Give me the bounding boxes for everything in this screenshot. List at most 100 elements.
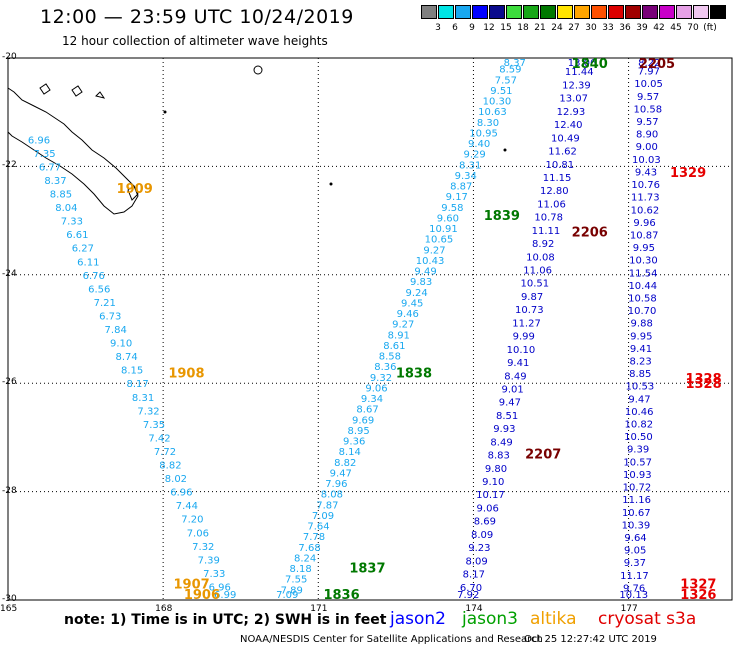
wave-height-value: 10.87	[630, 230, 659, 241]
wave-height-value: 13.07	[559, 94, 588, 105]
colorbar-label: 33	[602, 23, 614, 33]
wave-height-value: 10.58	[628, 293, 657, 304]
wave-height-value: 10.65	[425, 235, 454, 246]
map-frame	[7, 57, 733, 601]
wave-height-value: 10.46	[625, 407, 654, 418]
wave-height-value: 9.49	[414, 267, 436, 278]
wave-height-value: 10.13	[619, 590, 648, 601]
wave-height-value: 10.82	[624, 420, 653, 431]
wave-height-value: 7.57	[495, 75, 517, 86]
colorbar-swatch	[676, 5, 692, 19]
wave-height-value: 8.61	[383, 341, 405, 352]
colorbar-label: 24	[551, 23, 563, 33]
wave-height-value: 6.11	[77, 257, 99, 268]
satellite-legend-item: jason2	[390, 609, 446, 629]
wave-height-value: 9.29	[464, 150, 486, 161]
footer-note: note: 1) Time is in UTC; 2) SWH is in fe…	[64, 612, 387, 628]
wave-height-value: 9.69	[352, 415, 374, 426]
wave-height-value: 9.64	[624, 533, 646, 544]
colorbar-label: 27	[568, 23, 580, 33]
pass-time-label: 2205	[639, 57, 675, 72]
wave-height-value: 8.83	[488, 451, 510, 462]
wave-height-value: 7.09	[276, 590, 298, 601]
wave-height-value: 6.96	[209, 582, 231, 593]
wave-height-value: 10.81	[546, 160, 575, 171]
wave-height-value: 10.63	[478, 107, 507, 118]
wave-height-value: 10.95	[469, 128, 498, 139]
colorbar-label: 18	[517, 23, 529, 33]
pass-time-label: 1329	[670, 166, 706, 181]
wave-height-value: 8.37	[44, 176, 66, 187]
wave-height-value: 10.58	[633, 104, 662, 115]
wave-height-value: 6.77	[39, 162, 61, 173]
wave-height-value: 8.85	[50, 190, 72, 201]
colorbar-swatch	[574, 5, 590, 19]
wave-height-value: 11.17	[620, 571, 649, 582]
latitude-label: -28	[2, 485, 17, 496]
wave-height-value: 11.44	[565, 67, 594, 78]
wave-height-value: 6.73	[99, 311, 121, 322]
wave-height-value: 8.17	[463, 570, 485, 581]
wave-height-value: 7.78	[303, 532, 325, 543]
wave-height-value: 8.37	[504, 58, 526, 69]
generation-timestamp: Oct 25 12:27:42 UTC 2019	[524, 634, 657, 645]
colorbar-swatch	[455, 5, 471, 19]
wave-height-value: 8.17	[126, 379, 148, 390]
page-subtitle: 12 hour collection of altimeter wave hei…	[62, 34, 328, 48]
wave-height-value: 9.06	[477, 503, 499, 514]
colorbar-label: 3	[435, 23, 441, 33]
wave-height-value: 9.23	[468, 543, 490, 554]
wave-height-value: 6.70	[460, 583, 482, 594]
wave-height-value: 6.61	[66, 230, 88, 241]
colorbar-swatch	[625, 5, 641, 19]
colorbar-label: 42	[653, 23, 665, 33]
latitude-label: -26	[2, 377, 17, 388]
colorbar-swatch	[642, 5, 658, 19]
wave-height-value: 8.24	[294, 553, 316, 564]
credit-text: NOAA/NESDIS Center for Satellite Applica…	[240, 634, 543, 645]
wave-height-value: 10.43	[416, 256, 445, 267]
colorbar-swatch	[693, 5, 709, 19]
wave-height-value: 8.23	[629, 357, 651, 368]
colorbar-swatch	[472, 5, 488, 19]
wave-height-value: 10.51	[521, 279, 550, 290]
wave-height-value: 7.72	[154, 447, 176, 458]
wave-height-value: 9.10	[482, 477, 504, 488]
pass-time-label: 1837	[349, 561, 385, 576]
wave-height-value: 9.76	[623, 583, 645, 594]
wave-height-value: 9.01	[502, 384, 524, 395]
wave-height-value: 11.54	[629, 268, 658, 279]
wave-height-value: 6.96	[28, 135, 50, 146]
wave-height-value: 7.96	[325, 479, 347, 490]
wave-height-value: 9.27	[392, 320, 414, 331]
wave-height-value: 9.46	[397, 309, 419, 320]
wave-height-value: 6.76	[83, 271, 105, 282]
wave-height-value: 9.34	[455, 171, 477, 182]
pass-time-label: 1836	[323, 588, 359, 603]
colorbar-label: 39	[636, 23, 648, 33]
wave-height-value: 10.49	[551, 133, 580, 144]
wave-height-value: 9.99	[513, 332, 535, 343]
satellite-legend-item: altika	[530, 609, 577, 629]
wave-height-value: 7.20	[181, 515, 203, 526]
wave-height-value: 9.32	[370, 373, 392, 384]
wave-height-value: 8.69	[474, 517, 496, 528]
wave-height-value: 7.35	[143, 420, 165, 431]
wave-height-value: 7.97	[638, 67, 660, 78]
colorbar-swatch	[608, 5, 624, 19]
colorbar-label: 36	[619, 23, 631, 33]
wave-height-value: 10.50	[624, 432, 653, 443]
wave-height-value: 9.80	[485, 464, 507, 475]
wave-height-value: 7.21	[94, 298, 116, 309]
colorbar-label: 12	[483, 23, 495, 33]
wave-height-value: 9.00	[636, 142, 658, 153]
wave-height-value: 9.60	[437, 213, 459, 224]
pass-time-label: 1327	[680, 578, 716, 593]
wave-height-value: 9.34	[361, 394, 383, 405]
wave-height-value: 10.08	[526, 252, 555, 263]
wave-height-value: 11.27	[512, 318, 541, 329]
longitude-label: 171	[310, 604, 328, 614]
wave-height-value: 10.17	[476, 490, 505, 501]
